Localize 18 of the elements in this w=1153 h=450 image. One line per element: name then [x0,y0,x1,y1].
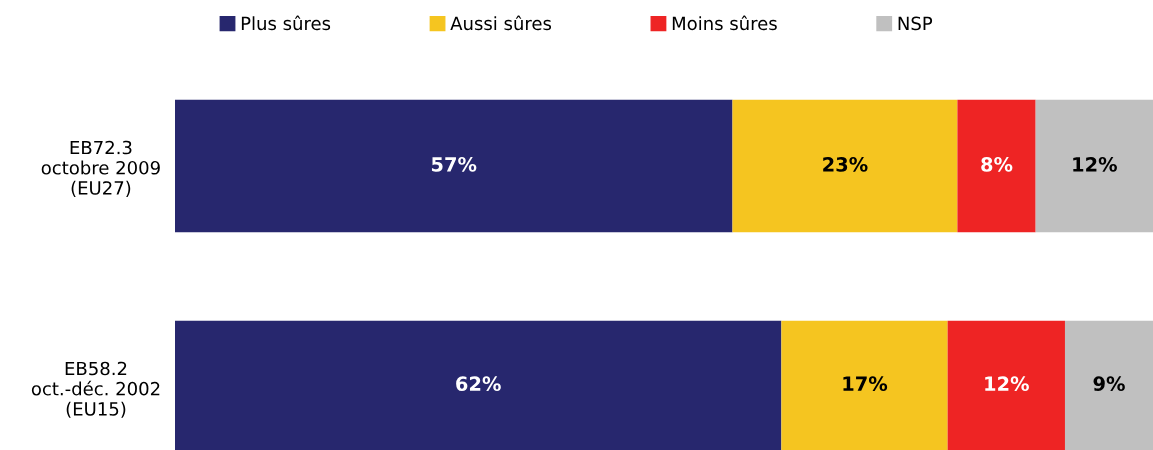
bar [175,99,733,233]
legend-label: NSP [898,16,933,31]
y-tick-label: EB58.2 oct.-déc. 2002 (EU15) [31,361,160,418]
bar [732,99,958,233]
legend-label: Plus sûres [241,15,331,31]
bar [1035,99,1153,233]
y-tick-label: EB72.3 octobre 2009 (EU27) [41,140,160,197]
bar [957,99,1036,233]
data-label: 23% [823,157,868,172]
data-label: 12% [985,376,1029,392]
legend-label: Aussi sûres [450,15,552,31]
data-label: 12% [1073,157,1117,172]
legend-label: Moins sûres [672,15,777,31]
data-label: 62% [456,376,501,392]
data-label: 17% [843,376,888,392]
data-label: 57% [431,157,477,172]
data-label: 9% [1093,376,1125,392]
data-label: 8% [981,157,1013,172]
